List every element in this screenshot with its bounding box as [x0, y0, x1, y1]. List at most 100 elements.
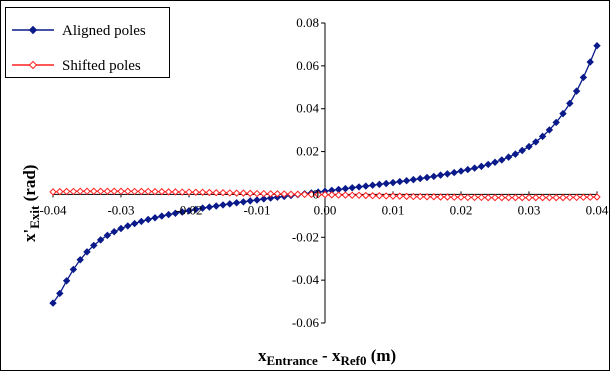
data-point — [300, 190, 309, 199]
y-axis-title-main: x' — [20, 229, 39, 242]
data-point — [226, 189, 234, 197]
data-point — [212, 189, 220, 197]
data-point — [348, 191, 356, 199]
data-point — [62, 277, 71, 285]
data-point — [164, 210, 173, 219]
data-point — [423, 193, 431, 201]
data-point — [260, 189, 268, 198]
data-point — [62, 187, 71, 196]
data-point — [504, 193, 513, 202]
data-point — [171, 188, 180, 196]
x-tick-label: 0.04 — [586, 202, 609, 217]
data-point — [205, 188, 214, 197]
y-tick-label: 0 — [313, 186, 320, 201]
data-point — [518, 193, 526, 202]
legend-label-shifted: Shifted poles — [62, 58, 141, 74]
data-point — [151, 214, 159, 222]
data-point — [192, 205, 200, 214]
data-point — [246, 197, 254, 205]
y-tick-label: 0.06 — [296, 58, 319, 73]
data-point — [355, 183, 363, 191]
data-point — [110, 187, 118, 195]
x-tick-label: 0.03 — [518, 202, 541, 217]
data-point — [402, 177, 411, 185]
y-tick-label: -0.04 — [292, 272, 320, 287]
data-point — [130, 187, 139, 196]
y-tick-label: 0.08 — [296, 15, 319, 30]
legend-marker-aligned — [28, 25, 38, 35]
data-point — [430, 193, 438, 201]
data-point — [226, 200, 234, 208]
data-point — [593, 193, 601, 201]
data-point — [477, 162, 486, 171]
data-point — [457, 167, 465, 175]
data-point — [76, 187, 84, 195]
data-point — [96, 187, 105, 195]
data-point — [389, 192, 397, 200]
data-point — [579, 73, 588, 82]
data-point — [443, 170, 452, 178]
data-point — [355, 191, 363, 199]
y-tick-label: -0.02 — [292, 229, 319, 244]
data-point — [239, 198, 248, 206]
data-point — [164, 188, 173, 196]
data-point — [436, 171, 445, 179]
x-axis-title-sub1: Entrance — [267, 353, 319, 368]
data-point — [362, 191, 370, 200]
data-point — [559, 193, 567, 202]
data-point — [409, 175, 418, 184]
data-point — [464, 165, 472, 174]
data-point — [504, 153, 513, 161]
data-point — [484, 193, 492, 202]
data-point — [205, 203, 214, 211]
data-point — [477, 193, 486, 202]
data-point — [341, 191, 350, 199]
data-point — [545, 193, 554, 202]
data-point — [470, 193, 479, 202]
data-point — [130, 219, 139, 228]
data-point — [538, 132, 547, 141]
data-point — [491, 193, 499, 202]
data-point — [396, 192, 404, 200]
data-point — [239, 189, 248, 197]
x-tick-label: 0.01 — [382, 202, 405, 217]
data-point — [423, 173, 431, 182]
data-point — [49, 188, 57, 196]
data-point — [90, 241, 98, 250]
data-point — [110, 228, 118, 236]
y-tick-label: 0.04 — [296, 101, 319, 116]
data-point — [124, 187, 132, 195]
x-tick-label: -0.01 — [243, 202, 270, 217]
y-axis-title: x'Exit (rad) — [20, 165, 42, 242]
legend-label-aligned: Aligned poles — [62, 23, 146, 39]
data-point — [198, 188, 207, 196]
data-point — [416, 192, 424, 201]
data-point — [389, 178, 397, 187]
data-point — [375, 192, 384, 200]
data-point — [69, 265, 78, 274]
data-point — [416, 174, 424, 183]
x-axis-title-tail: (m) — [366, 346, 396, 365]
y-axis-title-tail: (rad) — [20, 165, 39, 206]
data-point — [457, 193, 465, 201]
data-point — [430, 172, 438, 181]
data-point — [137, 187, 146, 196]
data-point — [124, 222, 132, 230]
y-tick-label: -0.06 — [292, 315, 320, 330]
x-tick-label: 0.02 — [450, 202, 473, 217]
x-tick-label: -0.03 — [107, 202, 134, 217]
data-point — [409, 192, 418, 201]
data-point — [232, 199, 241, 207]
data-point — [158, 212, 166, 220]
data-point — [362, 182, 370, 190]
data-point — [593, 42, 601, 50]
y-tick-label: 0.02 — [296, 144, 319, 159]
data-point — [90, 187, 98, 195]
data-point — [185, 207, 193, 215]
data-point — [552, 118, 560, 127]
data-point — [219, 189, 227, 197]
data-point — [511, 150, 520, 158]
data-point — [532, 193, 540, 202]
data-point — [266, 190, 275, 198]
